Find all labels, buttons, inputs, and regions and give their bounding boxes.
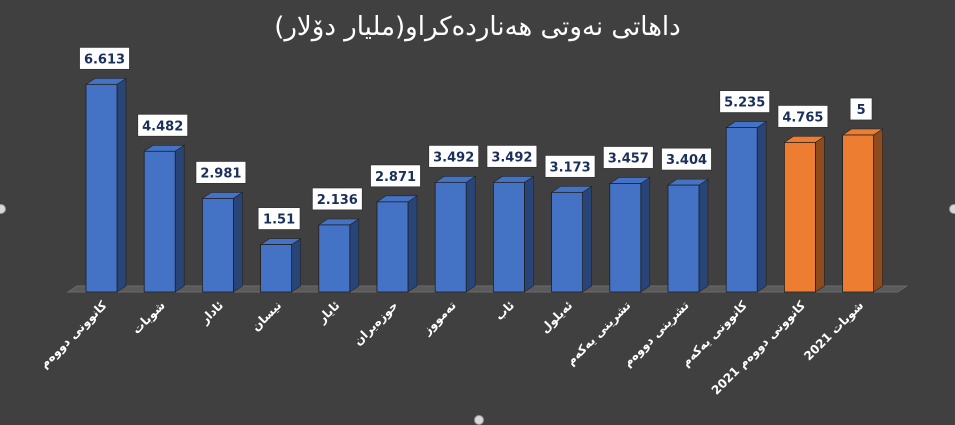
- category-label: ئایار: [314, 298, 342, 326]
- category-label: حوزەیران: [351, 298, 402, 349]
- bar-side: [524, 175, 534, 293]
- bar: [376, 201, 409, 293]
- data-label-box: [137, 113, 189, 137]
- data-label: 2.981: [200, 166, 241, 181]
- data-label-box: [486, 144, 538, 168]
- bar-side: [582, 185, 592, 293]
- data-label: 3.457: [608, 151, 649, 166]
- bar: [667, 184, 700, 293]
- bar-side: [349, 218, 360, 293]
- bar-side: [873, 128, 883, 293]
- chart-floor: [66, 285, 909, 293]
- data-label-box: [777, 104, 829, 128]
- bar: [143, 150, 176, 293]
- category-label: ئاب: [492, 298, 517, 323]
- bar-side: [233, 191, 243, 293]
- bar: [201, 197, 234, 293]
- bar-side: [698, 178, 709, 293]
- data-label-box: [544, 154, 596, 178]
- bar-side: [756, 121, 767, 293]
- bar: [609, 183, 642, 293]
- data-label-box: [79, 46, 130, 70]
- bar-side: [291, 238, 301, 293]
- bar-side: [815, 135, 825, 293]
- resize-handle-left[interactable]: [0, 204, 6, 214]
- data-label-box: [311, 187, 363, 211]
- bar: [725, 127, 758, 293]
- bar: [85, 83, 118, 293]
- data-label-box: [370, 164, 421, 188]
- data-label: 6.613: [84, 52, 125, 67]
- bar-side: [116, 77, 127, 293]
- data-label-box: [195, 160, 247, 184]
- data-label: 4.482: [142, 119, 183, 134]
- bar: [784, 141, 816, 293]
- data-label: 5: [857, 103, 866, 118]
- data-label: 5.235: [724, 96, 765, 111]
- bar: [318, 224, 351, 293]
- bar: [492, 181, 525, 293]
- chart-title: داهاتی نەوتی هەناردەکراو(ملیار دۆلار): [274, 12, 681, 42]
- bar-side: [174, 144, 185, 293]
- category-label: کانوونی دووەم: [37, 298, 110, 371]
- category-label: نیسان: [249, 298, 285, 334]
- category-label: شوبات 2021: [801, 298, 867, 364]
- bar: [260, 244, 293, 293]
- data-label: 1.51: [263, 213, 295, 228]
- data-label-box: [719, 90, 771, 114]
- data-label-box: [849, 97, 873, 121]
- data-label: 3.492: [491, 150, 532, 165]
- data-label-box: [602, 146, 654, 169]
- data-label: 4.765: [782, 110, 823, 125]
- category-label: ئەیلول: [538, 298, 576, 336]
- data-label-box: [257, 207, 301, 230]
- bar: [434, 181, 467, 293]
- category-label: شوبات: [129, 298, 168, 337]
- data-label: 3.173: [550, 160, 591, 175]
- data-label: 3.492: [433, 150, 474, 165]
- resize-handle-right[interactable]: [949, 204, 955, 214]
- bar: [842, 134, 874, 293]
- data-label: 2.136: [317, 193, 358, 208]
- bar: [551, 191, 583, 293]
- data-label: 3.404: [666, 153, 707, 168]
- bar-side: [465, 175, 476, 293]
- bar-side: [407, 195, 418, 293]
- data-label-box: [428, 144, 480, 168]
- category-label: تەمووز: [419, 298, 459, 338]
- bar-side: [640, 176, 651, 293]
- data-label: 2.871: [375, 170, 416, 185]
- category-label: ئادار: [197, 298, 226, 327]
- data-label-box: [661, 147, 712, 171]
